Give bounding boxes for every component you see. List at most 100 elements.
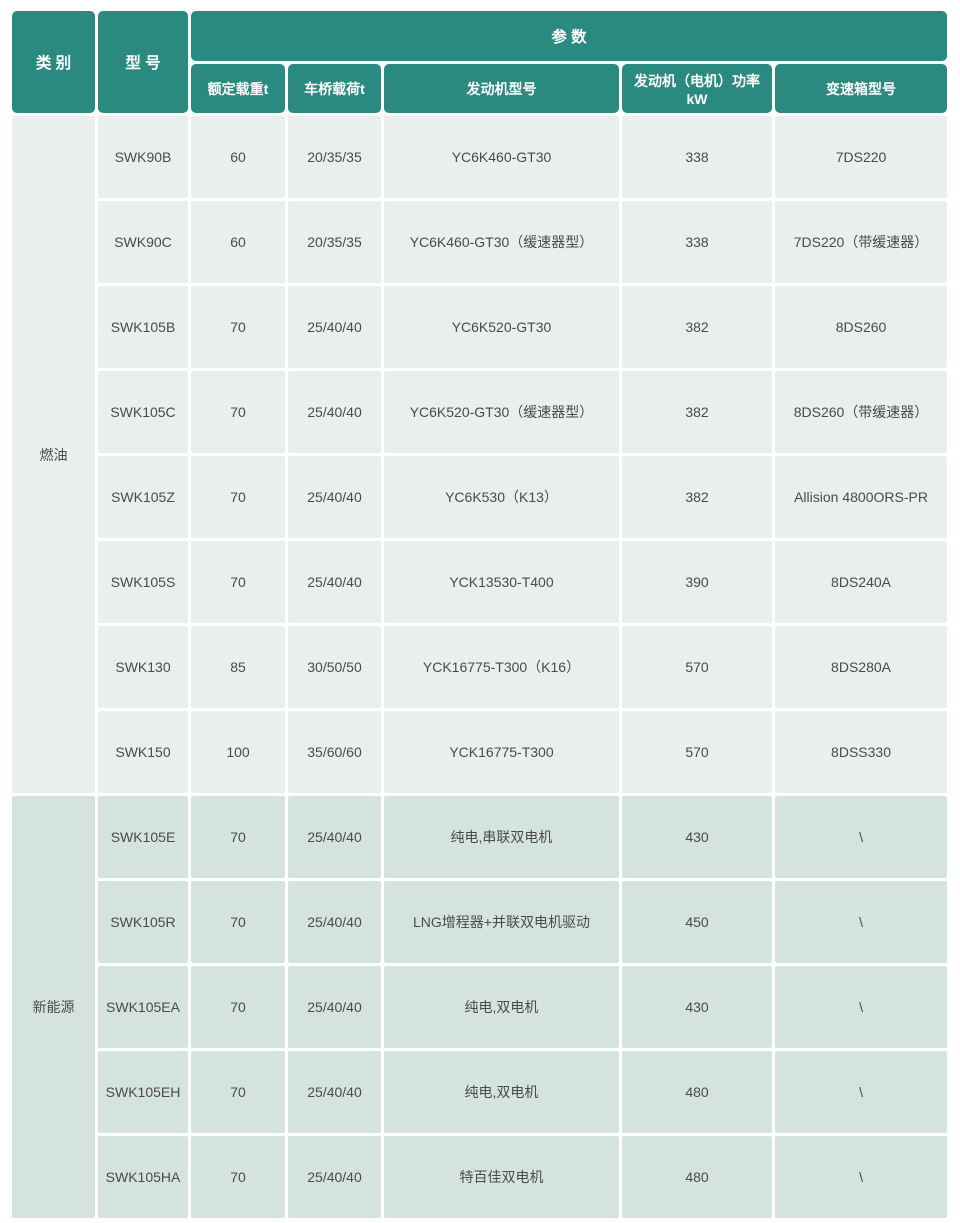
table-cell: 70 [191,796,285,878]
table-cell: YC6K460-GT30（缓速器型） [384,201,619,283]
table-cell: \ [775,1136,948,1218]
header-category: 类 别 [12,11,95,113]
table-cell: 430 [622,796,772,878]
table-cell: 纯电,串联双电机 [384,796,619,878]
table-cell: 25/40/40 [288,541,381,623]
table-cell: 60 [191,116,285,198]
table-cell: 7DS220 [775,116,948,198]
table-row: SWK150 100 35/60/60 YCK16775-T300 570 8DSS330 [12,711,948,793]
table-cell: 25/40/40 [288,371,381,453]
table-row: SWK105S 70 25/40/40 YCK13530-T400 390 8DS240A [12,541,948,623]
table-row: 燃油 SWK90B 60 20/35/35 YC6K460-GT30 338 7DS220 [12,116,948,793]
table-cell: SWK105B [98,286,188,368]
table-cell: \ [775,796,948,878]
table-row: 新能源 SWK105E 70 25/40/40 纯电,串联双电机 430 \ [12,796,948,1218]
table-cell: YCK13530-T400 [384,541,619,623]
table-cell: 8DS260 [775,286,948,368]
table-cell: \ [775,1051,948,1133]
table-cell: 20/35/35 [288,201,381,283]
table-cell: 25/40/40 [288,796,381,878]
table-cell: \ [775,881,948,963]
table-row: SWK105C 70 25/40/40 YC6K520-GT30（缓速器型） 382 8D… [12,371,948,453]
table-cell: 纯电,双电机 [384,1051,619,1133]
table-cell: 338 [622,116,772,198]
table-cell: SWK90B [98,116,188,198]
table-cell: YC6K530（K13） [384,456,619,538]
table-cell: 70 [191,541,285,623]
table-cell: 7DS220（带缓速器） [775,201,948,283]
header-row-top: 类 别 型 号 参 数 [12,11,948,113]
table-cell: SWK130 [98,626,188,708]
table-cell: SWK105C [98,371,188,453]
table-cell: 70 [191,966,285,1048]
table-cell: 8DS260（带缓速器） [775,371,948,453]
header-engine-power: 发动机（电机）功率kW [622,64,772,113]
table-cell: 60 [191,201,285,283]
table-cell: \ [775,966,948,1048]
table-cell: 382 [622,286,772,368]
table-cell: SWK150 [98,711,188,793]
table-cell: 特百佳双电机 [384,1136,619,1218]
header-row-sub: 额定载重t 车桥载荷t 发动机型号 发动机（电机）功率kW 变速箱型号 [12,64,948,113]
table-cell: 70 [191,456,285,538]
table-cell: 25/40/40 [288,1136,381,1218]
table-cell: YCK16775-T300（K16） [384,626,619,708]
table-cell: SWK105R [98,881,188,963]
table-cell: YC6K520-GT30（缓速器型） [384,371,619,453]
header-engine-model: 发动机型号 [384,64,619,113]
table-row: SWK105Z 70 25/40/40 YC6K530（K13） 382 Allision… [12,456,948,538]
table-cell: 25/40/40 [288,881,381,963]
table-row: SWK105R 70 25/40/40 LNG增程器+并联双电机驱动 450 \ [12,881,948,963]
table-cell: YC6K520-GT30 [384,286,619,368]
header-gearbox-model: 变速箱型号 [775,64,948,113]
table-cell: 480 [622,1136,772,1218]
table-cell: SWK105HA [98,1136,188,1218]
table-cell: 8DSS330 [775,711,948,793]
table-cell: 70 [191,1136,285,1218]
table-row: SWK105EH 70 25/40/40 纯电,双电机 480 \ [12,1051,948,1133]
table-cell: 8DS280A [775,626,948,708]
table-cell: 70 [191,286,285,368]
table-cell: Allision 4800ORS-PR [775,456,948,538]
table-cell: 70 [191,881,285,963]
table-row: SWK105B 70 25/40/40 YC6K520-GT30 382 8DS260 [12,286,948,368]
table-cell: 25/40/40 [288,966,381,1048]
table-cell: 25/40/40 [288,1051,381,1133]
table-cell: 570 [622,626,772,708]
table-cell: 25/40/40 [288,286,381,368]
group-label-new-energy: 新能源 [12,796,95,1218]
table-cell: 纯电,双电机 [384,966,619,1048]
table-cell: 430 [622,966,772,1048]
header-model: 型 号 [98,11,188,113]
table-cell: 70 [191,371,285,453]
table-cell: 390 [622,541,772,623]
table-cell: LNG增程器+并联双电机驱动 [384,881,619,963]
table-cell: 30/50/50 [288,626,381,708]
table-cell: 100 [191,711,285,793]
table-row: SWK130 85 30/50/50 YCK16775-T300（K16） 570 8DS… [12,626,948,708]
table-cell: 70 [191,1051,285,1133]
table-cell: 35/60/60 [288,711,381,793]
table-cell: 382 [622,456,772,538]
table-cell: SWK105E [98,796,188,878]
table-cell: YC6K460-GT30 [384,116,619,198]
header-axle-load: 车桥载荷t [288,64,381,113]
table-cell: 85 [191,626,285,708]
header-params: 参 数 [191,11,948,61]
table-cell: SWK90C [98,201,188,283]
table-cell: YCK16775-T300 [384,711,619,793]
table-cell: 8DS240A [775,541,948,623]
table-cell: 570 [622,711,772,793]
table-cell: 480 [622,1051,772,1133]
table-row: SWK105HA 70 25/40/40 特百佳双电机 480 \ [12,1136,948,1218]
table-cell: 20/35/35 [288,116,381,198]
table-row: SWK105EA 70 25/40/40 纯电,双电机 430 \ [12,966,948,1048]
group-label-fuel: 燃油 [12,116,95,793]
table-cell: 382 [622,371,772,453]
header-rated-load: 额定载重t [191,64,285,113]
table-cell: SWK105EH [98,1051,188,1133]
table-cell: SWK105S [98,541,188,623]
table-row: SWK90C 60 20/35/35 YC6K460-GT30（缓速器型） 338 7DS… [12,201,948,283]
table-cell: SWK105EA [98,966,188,1048]
